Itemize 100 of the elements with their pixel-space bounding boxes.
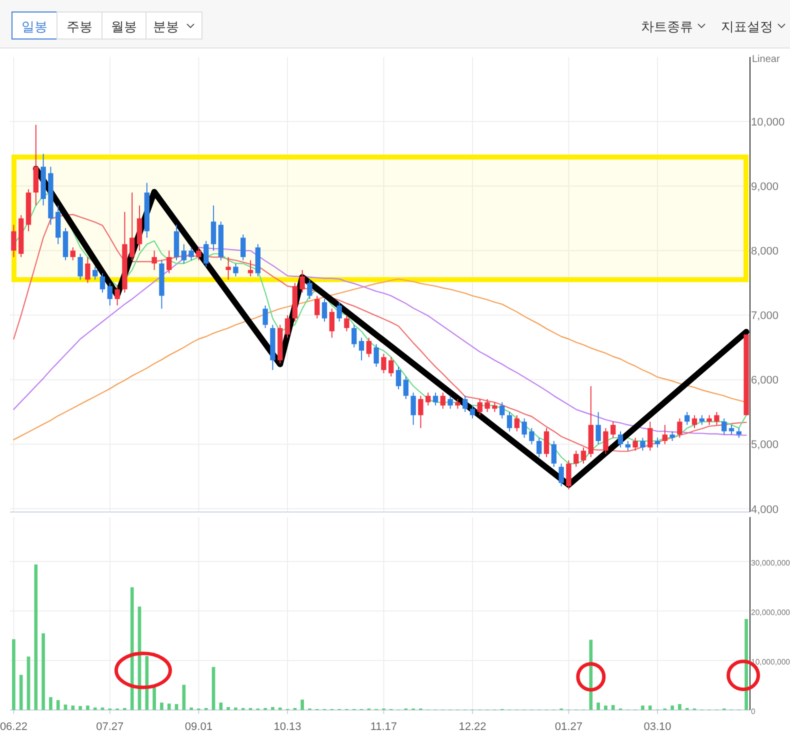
y-tick-label: 8,000 [751,246,779,258]
candlestick [196,246,202,261]
bar [130,587,134,710]
bar [78,706,82,710]
x-tick-label: 03.10 [644,721,672,733]
candlestick [85,256,90,284]
candlestick [529,428,534,445]
candlestick [100,272,106,294]
candlestick [536,437,542,458]
candlestick [654,437,660,448]
bar [19,674,23,710]
y-tick-label: 4,000 [751,504,779,516]
candlestick [432,392,438,406]
candlestick [596,411,601,445]
bar [226,707,230,710]
candlestick [210,204,216,252]
candlestick [388,356,394,377]
candlestick [344,314,350,332]
bar [219,702,223,710]
x-tick-label: 10.13 [274,721,302,733]
candlestick [366,337,372,358]
bar [42,633,45,710]
candlestick [514,414,520,432]
candlestick [670,430,675,442]
candlestick [70,246,76,261]
candlestick [618,430,624,448]
candlestick [226,256,231,280]
candlestick [262,304,268,329]
candlestick [477,398,482,416]
candlestick [522,418,527,438]
candlestick [455,398,460,410]
candlestick [640,437,646,452]
candlestick [78,253,83,280]
bar [271,707,274,710]
candlestick [551,440,556,468]
candlestick [714,411,720,426]
bar [56,700,60,710]
bar [86,706,90,710]
candlestick [566,460,572,490]
candlestick [544,428,550,458]
toolbar: 일봉 주봉 월봉 분봉 차트종류 지표설정 [0,0,790,48]
candlestick [492,402,498,412]
bar [611,705,615,710]
candlestick [506,411,512,432]
bar [670,706,674,710]
candlestick [736,428,742,438]
candlestick [381,353,386,374]
x-tick-label: 07.27 [96,721,124,733]
bar [648,706,652,710]
candlestick [11,224,16,258]
bar [160,702,164,710]
candlestick [114,286,120,306]
x-tick-label: 06.22 [0,721,28,733]
bar [300,700,304,710]
candlestick [610,421,616,438]
candlestick [462,395,468,412]
candlestick [130,192,135,261]
bar [12,639,16,710]
bar [71,706,75,710]
candlestick [284,314,290,338]
candlestick [470,405,476,419]
bar [34,564,38,710]
candlestick [396,366,402,390]
candlestick [152,250,157,270]
candlestick [204,240,209,268]
candlestick [107,282,112,306]
bar [64,704,68,710]
candlestick [500,402,505,419]
candlestick [448,395,453,410]
candlestick [374,344,379,368]
bar [49,697,52,710]
bar [596,702,600,710]
candlestick [684,411,690,426]
candlestick [329,308,334,338]
candlestick [240,234,246,261]
candlestick [248,260,254,277]
candlestick [632,437,638,452]
y-tick-label: 5,000 [751,439,779,452]
y-tick-label: 10,000 [751,116,785,129]
candlestick [352,324,357,348]
y-tick-label: 9,000 [751,181,779,194]
candlestick [558,463,564,487]
candlestick [574,450,579,468]
bar [678,704,682,710]
bar [182,684,186,710]
candlestick [426,392,431,406]
y-tick-label: 6,000 [751,374,779,387]
candlestick [706,414,712,426]
candlestick [625,440,630,452]
bar [26,656,30,710]
x-tick-label: 01.27 [554,721,582,733]
candlestick [484,398,490,412]
candlestick [728,424,734,436]
bar [604,706,608,710]
candlestick [580,446,586,464]
candlestick [166,250,172,274]
candlestick [322,298,328,322]
candlestick [440,392,446,410]
bar [744,618,748,710]
candlestick [336,302,342,322]
